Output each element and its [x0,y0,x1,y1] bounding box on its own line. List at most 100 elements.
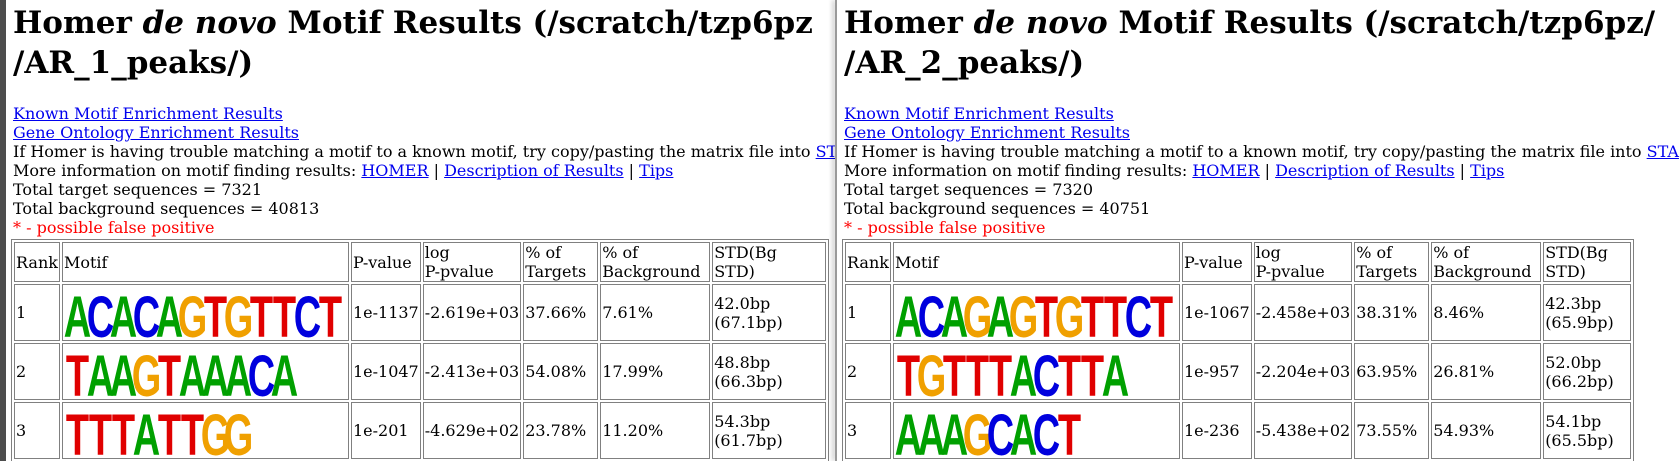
logo-letter-G: G [132,346,162,398]
std-cell: 42.0bp (67.1bp) [712,284,827,341]
logo-letter-C: C [248,346,275,398]
logo-letter-A: A [64,287,91,339]
motif-results-table: Rank Motif P-value log P-pvalue % of Targe… [11,239,830,461]
description-link[interactable]: Description of Results [444,161,624,180]
rank-cell: 2 [14,343,60,400]
header-rank: Rank [845,242,891,282]
logo-letter-C: C [918,287,945,339]
logo-letter-T: T [112,405,135,457]
logo-letter-A: A [87,346,114,398]
logo-letter-T: T [89,405,112,457]
stamp-link[interactable]: STA [1646,142,1679,161]
known-motif-link[interactable]: Known Motif Enrichment Results [844,104,1114,123]
targets-cell: 37.66% [523,284,599,341]
table-header: Rank Motif P-value log P-pvalue % of Targe… [845,242,1632,282]
header-targets: % of Targets [523,242,599,282]
log-pvalue-cell: -4.629e+02 [422,402,522,459]
logo-letter-T: T [1058,405,1081,457]
logo-letter-T: T [204,287,227,339]
header-background: % of Background [1431,242,1542,282]
rank-cell: 3 [14,402,60,459]
pvalue-cell: 1e-201 [350,402,421,459]
tips-link[interactable]: Tips [1470,161,1505,180]
header-pvalue: P-value [1181,242,1252,282]
tips-link[interactable]: Tips [639,161,674,180]
log-pvalue-cell: -2.204e+03 [1253,343,1353,400]
logo-letter-A: A [110,287,137,339]
false-positive-note: * - possible false positive [13,218,215,237]
logo-letter-T: T [273,287,296,339]
logo-letter-T: T [181,405,204,457]
logo-letter-G: G [963,405,993,457]
std-cell: 54.1bp (65.5bp) [1543,402,1632,459]
stamp-link[interactable]: ST [815,142,835,161]
std-cell: 54.3bp (61.7bp) [712,402,827,459]
table-header: Rank Motif P-value log P-pvalue % of Targe… [14,242,827,282]
logo-letter-A: A [1102,346,1129,398]
homer-link[interactable]: HOMER [361,161,429,180]
known-motif-link[interactable]: Known Motif Enrichment Results [13,104,283,123]
background-cell: 54.93% [1431,402,1542,459]
homer-link[interactable]: HOMER [1192,161,1260,180]
logo-letter-A: A [941,405,968,457]
background-cell: 11.20% [600,402,711,459]
background-cell: 26.81% [1431,343,1542,400]
motif-results-table: Rank Motif P-value log P-pvalue % of Targe… [842,239,1635,461]
header-std: STD(Bg STD) [1543,242,1632,282]
logo-letter-A: A [1010,346,1037,398]
logo-letter-T: T [66,405,89,457]
logo-letter-T: T [1058,346,1081,398]
std-cell: 42.3bp (65.9bp) [1543,284,1632,341]
logo-letter-C: C [87,287,114,339]
more-info-line: More information on motif finding result… [844,161,1505,180]
logo-letter-C: C [294,287,321,339]
description-link[interactable]: Description of Results [1275,161,1455,180]
background-cell: 17.99% [600,343,711,400]
gene-ontology-link[interactable]: Gene Ontology Enrichment Results [844,123,1130,142]
pane-divider[interactable] [835,0,837,461]
targets-cell: 63.95% [1354,343,1430,400]
header-rank: Rank [14,242,60,282]
logo-letter-T: T [1081,346,1104,398]
motif-logo[interactable]: T T TAT TGG [64,405,346,457]
summary-block: Known Motif Enrichment Results Gene Onto… [13,104,835,237]
std-cell: 48.8bp (66.3bp) [712,343,827,400]
gene-ontology-link[interactable]: Gene Ontology Enrichment Results [13,123,299,142]
logo-letter-A: A [179,346,206,398]
page-title: Homer de novo Motif Results (/scratch/tz… [13,5,813,81]
rank-cell: 1 [845,284,891,341]
logo-letter-G: G [917,346,947,398]
logo-letter-G: G [224,405,254,457]
window-edge [0,0,6,461]
logo-letter-G: G [201,405,231,457]
logo-letter-T: T [319,287,342,339]
pvalue-cell: 1e-236 [1181,402,1252,459]
logo-letter-A: A [202,346,229,398]
results-pane-ar2[interactable]: Homer de novo Motif Results (/scratch/tz… [837,0,1680,461]
logo-letter-G: G [963,287,993,339]
logo-letter-A: A [895,405,922,457]
logo-letter-T: T [66,346,89,398]
header-pvalue: P-value [350,242,421,282]
std-cell: 52.0bp (66.2bp) [1543,343,1632,400]
logo-letter-G: G [178,287,208,339]
background-cell: 8.46% [1431,284,1542,341]
header-background: % of Background [600,242,711,282]
log-pvalue-cell: -2.458e+03 [1253,284,1353,341]
logo-letter-A: A [895,287,922,339]
logo-letter-T: T [943,346,966,398]
results-pane-ar1[interactable]: Homer de novo Motif Results (/scratch/tz… [6,0,835,461]
false-positive-note: * - possible false positive [844,218,1046,237]
